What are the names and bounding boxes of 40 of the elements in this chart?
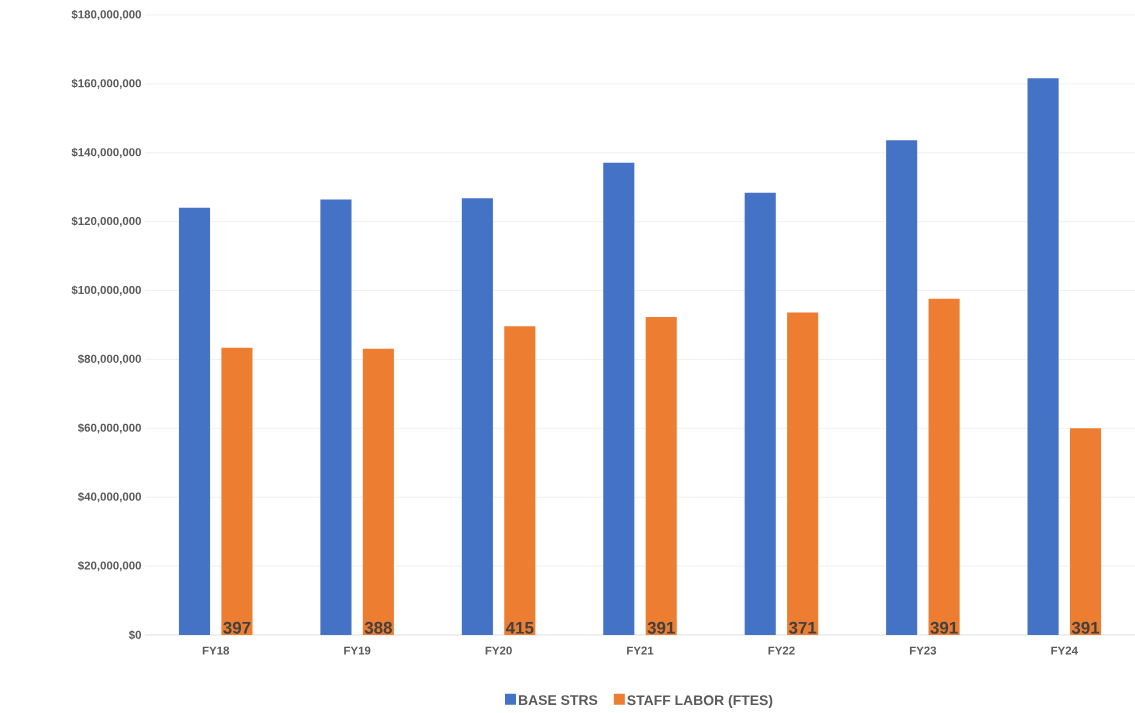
bar	[886, 140, 918, 635]
y-tick-label: $60,000,000	[77, 423, 142, 434]
x-tick-label: FY18	[202, 646, 230, 655]
bar	[603, 162, 635, 635]
bar	[645, 317, 677, 635]
y-tick-label: $20,000,000	[77, 560, 142, 572]
bar	[221, 347, 253, 635]
x-tick-label: FY24	[1051, 646, 1078, 655]
bar	[320, 199, 352, 635]
y-tick-label: $40,000,000	[77, 492, 142, 503]
annotation: 391	[1071, 621, 1100, 634]
y-tick-label: $180,000,000	[71, 9, 142, 21]
bar	[928, 298, 960, 635]
y-tick-label: $100,000,000	[71, 285, 142, 296]
x-tick-label: FY21	[627, 646, 654, 655]
bar	[1069, 428, 1102, 635]
bar	[461, 198, 493, 635]
bar	[362, 348, 394, 635]
annotation: 391	[930, 621, 958, 634]
x-tick-label: FY20	[485, 646, 512, 655]
bar	[744, 192, 776, 635]
annotation: 371	[788, 621, 817, 634]
bar	[1027, 78, 1059, 635]
annotation: 415	[505, 621, 534, 634]
legend-label: STAFF LABOR (FTES)	[627, 694, 773, 708]
annotation: 397	[223, 621, 251, 634]
y-tick-label: $0	[128, 630, 142, 640]
y-tick-label: $80,000,000	[77, 354, 142, 365]
y-tick-label: $140,000,000	[71, 147, 142, 158]
legend-label: BASE STRS	[518, 695, 598, 706]
y-tick-label: $120,000,000	[71, 216, 142, 227]
annotation: 388	[364, 621, 392, 634]
y-tick-label: $160,000,000	[71, 78, 142, 89]
annotation: 391	[647, 621, 675, 634]
x-tick-label: FY19	[344, 646, 371, 655]
bar	[178, 207, 211, 635]
x-tick-label: FY23	[909, 646, 937, 655]
bar	[787, 312, 819, 635]
bar	[504, 326, 536, 635]
x-tick-label: FY22	[768, 646, 795, 655]
